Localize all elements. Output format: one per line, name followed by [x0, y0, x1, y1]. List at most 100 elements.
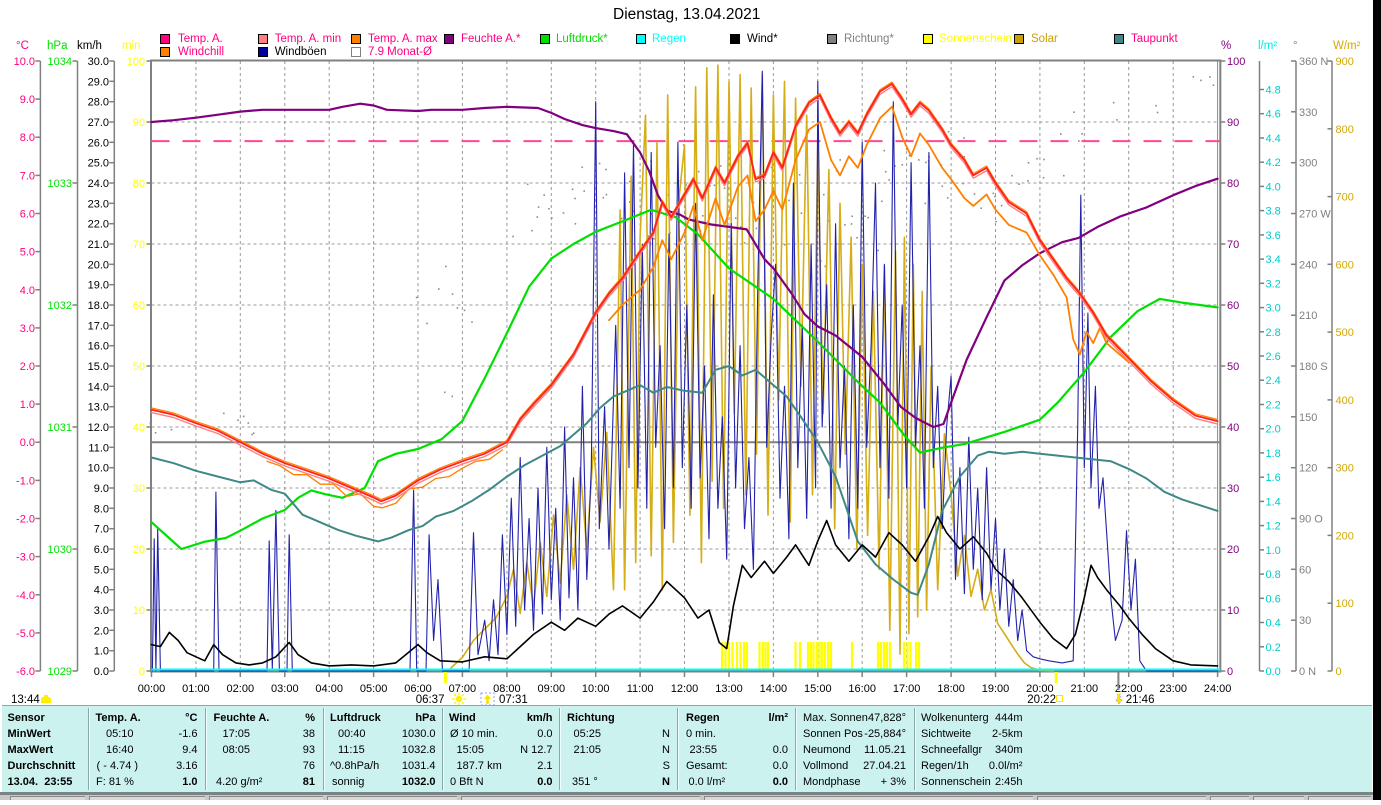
svg-text:13:00: 13:00 — [715, 683, 743, 695]
svg-text:0.8: 0.8 — [1266, 569, 1281, 581]
svg-text:12.0: 12.0 — [88, 422, 109, 434]
svg-text:270 W: 270 W — [1299, 209, 1331, 221]
svg-text:8.0: 8.0 — [20, 132, 35, 144]
svg-text:10: 10 — [1227, 605, 1239, 617]
svg-text:2.0: 2.0 — [20, 361, 35, 373]
svg-text:80: 80 — [1227, 178, 1239, 190]
svg-text:90: 90 — [133, 117, 145, 129]
svg-text:3.0: 3.0 — [20, 323, 35, 335]
svg-text:4.4: 4.4 — [1266, 133, 1281, 145]
svg-text:24:00: 24:00 — [1204, 683, 1232, 695]
svg-text:1.4: 1.4 — [1266, 496, 1281, 508]
svg-text:20: 20 — [133, 544, 145, 556]
svg-text:1034: 1034 — [48, 56, 72, 68]
svg-text:16.0: 16.0 — [88, 341, 109, 353]
svg-text:150: 150 — [1299, 412, 1317, 424]
svg-text:10:00: 10:00 — [582, 683, 610, 695]
svg-text:3.8: 3.8 — [1266, 206, 1281, 218]
svg-text:15.0: 15.0 — [88, 361, 109, 373]
svg-text:-1.0: -1.0 — [16, 475, 35, 487]
svg-text:05:00: 05:00 — [360, 683, 388, 695]
svg-text:10.0: 10.0 — [88, 463, 109, 475]
svg-text:0.4: 0.4 — [1266, 618, 1281, 630]
svg-text:09:00: 09:00 — [538, 683, 566, 695]
svg-text:3.6: 3.6 — [1266, 230, 1281, 242]
svg-text:4.6: 4.6 — [1266, 109, 1281, 121]
svg-text:1032: 1032 — [48, 300, 72, 312]
svg-text:11:00: 11:00 — [627, 683, 654, 695]
svg-text:8.0: 8.0 — [94, 503, 109, 515]
svg-text:21.0: 21.0 — [88, 239, 109, 251]
svg-text:1029: 1029 — [48, 666, 72, 678]
svg-text:60: 60 — [133, 300, 145, 312]
svg-text:70: 70 — [133, 239, 145, 251]
svg-text:25.0: 25.0 — [88, 158, 109, 170]
svg-text:14.0: 14.0 — [88, 381, 109, 393]
svg-text:4.0: 4.0 — [94, 585, 109, 597]
svg-text:300: 300 — [1299, 158, 1317, 170]
svg-text:-2.0: -2.0 — [16, 514, 35, 526]
svg-text:0.0: 0.0 — [1266, 666, 1281, 678]
svg-text:17:00: 17:00 — [893, 683, 921, 695]
svg-text:40: 40 — [133, 422, 145, 434]
svg-text:2.6: 2.6 — [1266, 351, 1281, 363]
svg-text:4.2: 4.2 — [1266, 157, 1281, 169]
svg-text:5.0: 5.0 — [94, 564, 109, 576]
svg-text:500: 500 — [1336, 327, 1354, 339]
svg-text:2.2: 2.2 — [1266, 400, 1281, 412]
svg-text:30: 30 — [133, 483, 145, 495]
svg-text:0: 0 — [1227, 666, 1233, 678]
svg-text:0: 0 — [139, 666, 145, 678]
svg-text:30: 30 — [1299, 615, 1311, 627]
svg-text:16:00: 16:00 — [848, 683, 876, 695]
svg-text:240: 240 — [1299, 259, 1317, 271]
svg-text:1.2: 1.2 — [1266, 521, 1281, 533]
svg-text:400: 400 — [1336, 395, 1354, 407]
svg-text:100: 100 — [1227, 56, 1245, 68]
svg-text:2.8: 2.8 — [1266, 327, 1281, 339]
svg-text:03:00: 03:00 — [271, 683, 299, 695]
svg-text:100: 100 — [1336, 598, 1354, 610]
svg-text:120: 120 — [1299, 463, 1317, 475]
svg-text:6.0: 6.0 — [94, 544, 109, 556]
svg-text:1030: 1030 — [48, 544, 72, 556]
svg-text:3.0: 3.0 — [1266, 303, 1281, 315]
svg-text:4.0: 4.0 — [20, 285, 35, 297]
svg-text:20: 20 — [1227, 544, 1239, 556]
svg-text:07:00: 07:00 — [449, 683, 477, 695]
svg-text:1.0: 1.0 — [20, 399, 35, 411]
svg-text:20:00: 20:00 — [1026, 683, 1054, 695]
svg-text:90 O: 90 O — [1299, 514, 1323, 526]
svg-text:01:00: 01:00 — [182, 683, 210, 695]
svg-text:08:00: 08:00 — [493, 683, 521, 695]
svg-text:13.0: 13.0 — [88, 402, 109, 414]
svg-text:18:00: 18:00 — [937, 683, 965, 695]
svg-text:3.2: 3.2 — [1266, 278, 1281, 290]
svg-text:06:00: 06:00 — [404, 683, 432, 695]
svg-text:4.0: 4.0 — [1266, 181, 1281, 193]
svg-text:9.0: 9.0 — [94, 483, 109, 495]
svg-text:3.4: 3.4 — [1266, 254, 1281, 266]
svg-text:50: 50 — [1227, 361, 1239, 373]
svg-text:1031: 1031 — [48, 422, 72, 434]
svg-text:40: 40 — [1227, 422, 1239, 434]
svg-text:02:00: 02:00 — [227, 683, 255, 695]
svg-text:1033: 1033 — [48, 178, 72, 190]
svg-text:0.2: 0.2 — [1266, 642, 1281, 654]
svg-text:300: 300 — [1336, 463, 1354, 475]
svg-text:1.0: 1.0 — [94, 646, 109, 658]
svg-text:2.0: 2.0 — [94, 625, 109, 637]
svg-text:-4.0: -4.0 — [16, 590, 35, 602]
svg-text:-6.0: -6.0 — [16, 666, 35, 678]
svg-text:14:00: 14:00 — [760, 683, 788, 695]
svg-text:0.0: 0.0 — [94, 666, 109, 678]
svg-text:9.0: 9.0 — [20, 94, 35, 106]
svg-text:18.0: 18.0 — [88, 300, 109, 312]
svg-text:10.0: 10.0 — [14, 56, 35, 68]
svg-text:180 S: 180 S — [1299, 361, 1328, 373]
svg-text:0 N: 0 N — [1299, 666, 1316, 678]
svg-text:30: 30 — [1227, 483, 1239, 495]
svg-text:11.0: 11.0 — [88, 442, 109, 454]
svg-text:60: 60 — [1299, 564, 1311, 576]
svg-text:17.0: 17.0 — [88, 320, 109, 332]
